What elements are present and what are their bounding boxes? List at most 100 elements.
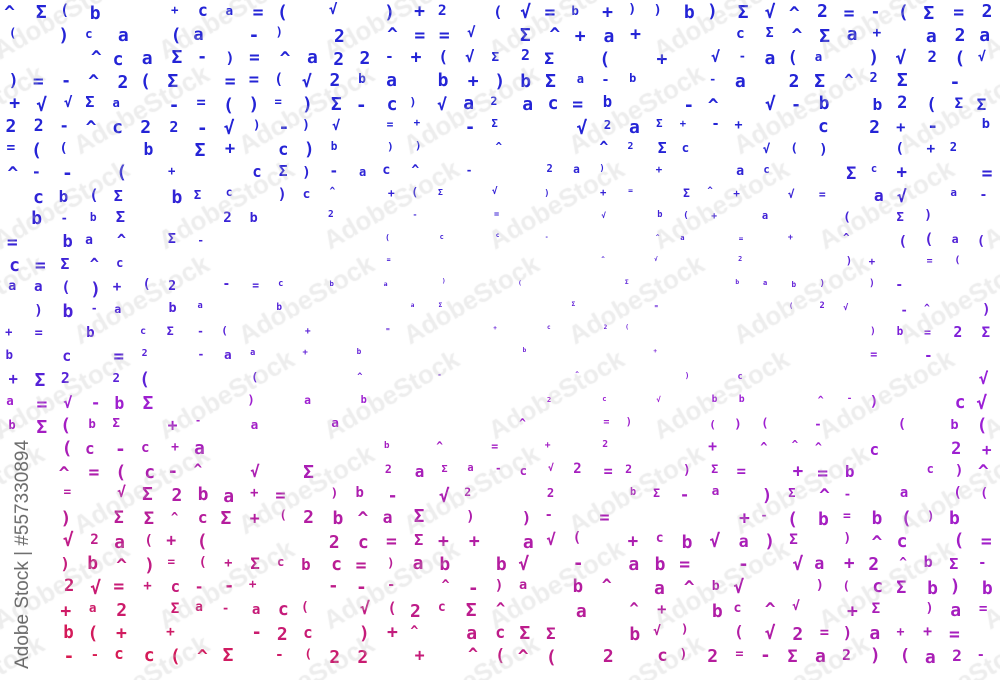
math-symbol: )	[761, 485, 773, 506]
math-symbol: √	[654, 256, 658, 264]
math-symbol: (	[279, 508, 287, 523]
math-symbol: 2	[333, 25, 345, 47]
math-symbol: 2	[602, 646, 614, 668]
math-symbol: -	[328, 576, 339, 597]
math-symbol: ^	[193, 462, 203, 479]
math-symbol: ^	[599, 139, 609, 157]
math-symbol: ^	[495, 140, 503, 154]
math-symbol: 2	[60, 370, 70, 388]
math-symbol: a	[304, 392, 312, 407]
math-symbol: -	[224, 576, 235, 597]
math-symbol: -	[544, 233, 549, 241]
math-symbol: )	[58, 24, 70, 46]
math-symbol: b	[301, 554, 311, 574]
math-symbol: -	[31, 163, 41, 182]
math-symbol: Σ	[171, 47, 183, 69]
math-symbol: c	[277, 599, 289, 621]
math-symbol: 2	[927, 48, 937, 67]
math-symbol: +	[574, 25, 586, 47]
math-symbol: b	[114, 393, 125, 413]
math-symbol: b	[871, 507, 883, 529]
math-symbol: -	[60, 210, 68, 225]
math-symbol: Σ	[141, 484, 153, 506]
math-symbol: =	[224, 70, 236, 92]
math-symbol: )	[521, 507, 532, 527]
math-symbol: b	[629, 70, 637, 85]
math-symbol: )	[387, 555, 395, 570]
math-symbol: b	[197, 484, 209, 506]
math-symbol: ^	[814, 439, 823, 454]
math-symbol: ^	[707, 94, 719, 116]
math-symbol: =	[355, 554, 367, 576]
math-symbol: =	[385, 531, 397, 553]
math-symbol: -	[464, 117, 476, 138]
math-symbol: b	[5, 347, 14, 363]
math-symbol: Σ	[625, 279, 629, 287]
math-symbol: a	[224, 346, 232, 362]
math-symbol: √	[328, 2, 338, 19]
math-symbol: Σ	[303, 461, 314, 483]
math-symbol: =	[817, 462, 829, 484]
math-symbol: (	[843, 208, 851, 224]
math-symbol: a	[628, 553, 640, 575]
math-symbol: b	[360, 393, 367, 406]
math-symbol: 2	[63, 576, 75, 597]
math-symbol: =	[926, 255, 933, 267]
math-symbol: b	[329, 278, 334, 288]
math-symbol: a	[197, 301, 203, 312]
math-symbol: √	[62, 530, 74, 552]
math-symbol: (	[221, 324, 228, 338]
math-symbol: -	[63, 646, 75, 668]
math-symbol: =	[252, 1, 264, 23]
math-symbol: 2	[333, 48, 345, 70]
math-symbol: -	[62, 162, 73, 184]
math-symbol: √	[36, 94, 48, 116]
math-symbol: 2	[897, 93, 908, 113]
math-symbol: )	[707, 1, 718, 22]
math-symbol: )	[679, 646, 688, 662]
math-symbol: Σ	[113, 186, 123, 205]
math-symbol: =	[414, 24, 426, 46]
math-symbol: )	[599, 163, 605, 174]
math-symbol: (	[274, 70, 284, 88]
math-symbol: -	[900, 302, 908, 317]
math-symbol: 2	[33, 116, 44, 136]
math-symbol: c	[546, 324, 551, 332]
math-symbol: -	[194, 577, 204, 596]
math-symbol: =	[572, 93, 584, 115]
math-symbol: b	[88, 416, 96, 432]
math-symbol: (	[625, 324, 629, 332]
math-symbol: (	[899, 645, 911, 666]
math-symbol: √	[90, 577, 102, 599]
math-symbol: 2	[329, 646, 341, 668]
math-symbol: )	[684, 370, 690, 380]
math-symbol: 2	[573, 461, 582, 478]
math-symbol: b	[981, 116, 991, 133]
math-symbol: +	[166, 624, 175, 641]
math-symbol: b	[817, 508, 829, 530]
math-symbol: a	[899, 484, 909, 501]
math-symbol: a	[764, 47, 776, 69]
math-symbol: +	[468, 531, 480, 553]
math-symbol: =	[978, 601, 988, 618]
math-symbol: -	[61, 71, 72, 91]
math-symbol: a	[466, 623, 478, 645]
math-symbol: b	[86, 324, 95, 341]
math-symbol: a	[193, 24, 204, 45]
math-symbol: +	[896, 117, 906, 136]
math-symbol: b	[249, 209, 258, 226]
math-symbol: Σ	[491, 48, 500, 64]
math-symbol: 2	[792, 623, 804, 645]
math-symbol: c	[143, 645, 155, 667]
math-symbol: b	[950, 416, 959, 433]
math-symbol: )	[842, 623, 853, 643]
math-symbol: (	[89, 185, 99, 204]
math-symbol: (	[198, 555, 207, 571]
math-symbol: (	[599, 48, 611, 70]
math-symbol: a	[814, 48, 823, 64]
math-symbol: a	[225, 2, 234, 18]
math-symbol: +	[896, 624, 905, 640]
math-symbol: (	[196, 531, 208, 553]
math-symbol: ^	[575, 370, 579, 378]
math-symbol: a	[736, 164, 745, 180]
